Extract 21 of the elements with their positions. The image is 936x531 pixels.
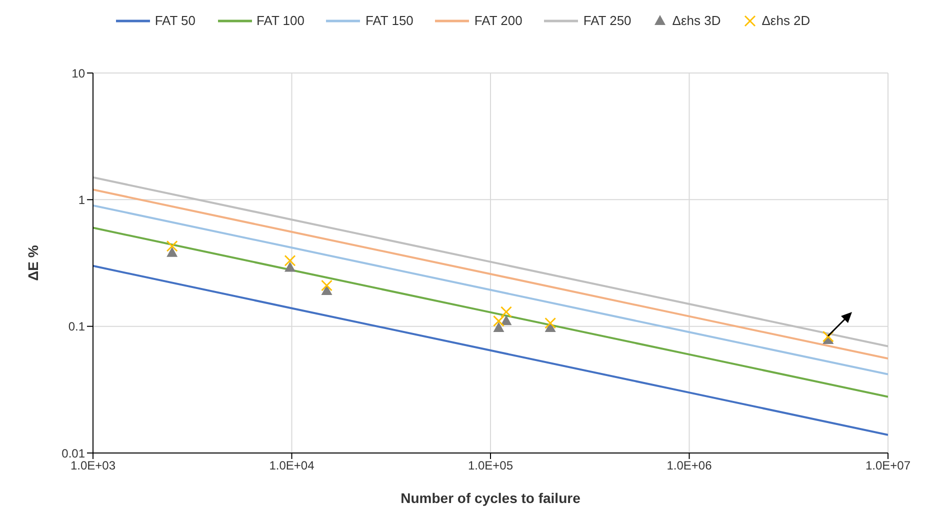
x-axis-title: Number of cycles to failure [400, 490, 581, 506]
y-axis-title: ΔE % [24, 244, 41, 281]
x-tick-label: 1.0E+07 [865, 458, 911, 473]
x-tick-label: 1.0E+04 [269, 458, 315, 473]
legend-label: FAT 150 [365, 13, 414, 28]
x-tick-label: 1.0E+05 [468, 458, 514, 473]
legend-label: Δεhs 2D [762, 13, 810, 28]
y-tick-label: 0.01 [62, 446, 86, 460]
line-series [93, 226, 888, 398]
line-series [93, 204, 888, 376]
y-tick-label: 0.1 [68, 320, 86, 334]
x-tick-label: 1.0E+03 [70, 458, 116, 473]
y-tick-label: 1 [78, 192, 86, 207]
legend-label: FAT 100 [256, 13, 304, 28]
legend-label: FAT 200 [474, 13, 522, 28]
line-series [93, 264, 888, 436]
legend-label: FAT 50 [154, 13, 196, 28]
y-tick-label: 10 [72, 66, 86, 80]
x-tick-label: 1.0E+06 [666, 458, 712, 473]
legend-label: FAT 250 [583, 13, 632, 28]
legend-label: Δεhs 3D [672, 13, 721, 28]
